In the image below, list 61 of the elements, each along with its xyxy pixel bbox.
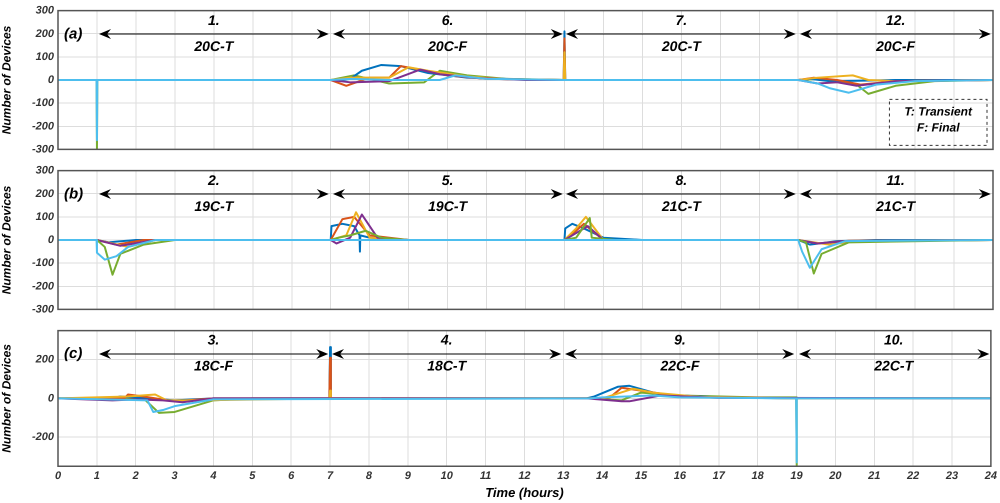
x-tick-label: 11 [480, 470, 492, 482]
x-tick-label: 10 [440, 470, 454, 482]
x-tick-label: 14 [596, 470, 608, 482]
x-tick-label: 12 [518, 470, 531, 482]
y-tick-label: 300 [36, 164, 55, 177]
x-tick-label: 16 [674, 470, 687, 482]
y-tick-label: -100 [32, 97, 55, 110]
x-tick-label: 24 [984, 470, 998, 482]
x-tick-label: 15 [634, 470, 648, 482]
annotation: 3. 18C-F [194, 332, 234, 374]
y-tick-label: 0 [48, 74, 55, 86]
y-tick-label: 0 [48, 234, 55, 246]
x-tick-label: 5 [249, 470, 256, 482]
y-tick-label: 200 [34, 188, 55, 200]
y-axis-title: Number of Devices [0, 185, 14, 294]
y-tick-label: 0 [48, 392, 55, 404]
x-tick-label: 9 [404, 470, 412, 482]
annotation: (c) [64, 344, 82, 362]
y-tick-label: 200 [34, 28, 55, 40]
x-tick-label: 17 [712, 470, 726, 482]
x-tick-label: 4 [209, 470, 217, 482]
annotation: 7. 20C-T [660, 12, 702, 54]
annotation: (a) [64, 25, 82, 42]
annotation: 4. 18C-T [427, 332, 468, 374]
y-tick-label: -100 [32, 257, 55, 270]
x-tick-label: 2 [132, 470, 139, 482]
y-tick-label: 200 [34, 354, 55, 366]
y-tick-label: -200 [32, 280, 55, 292]
x-tick-label: 18 [752, 470, 765, 482]
y-tick-label: -300 [32, 143, 55, 156]
x-tick-label: 13 [557, 470, 570, 482]
annotation: 11. 21C-T [875, 172, 916, 214]
annotation: 9. 22C-F [659, 332, 700, 374]
y-tick-label: -200 [32, 120, 55, 132]
annotation: T: Transient F: Final [904, 104, 973, 135]
y-axis-title: Number of Devices [0, 25, 14, 134]
x-tick-label: 1 [94, 470, 100, 482]
annotation: 10. 22C-T [873, 332, 915, 374]
annotation: 8. 21C-T [660, 172, 702, 214]
x-tick-label: 21 [867, 470, 880, 482]
x-tick-label: 22 [906, 470, 920, 482]
x-axis-title: Time (hours) [485, 484, 564, 500]
y-tick-label: -300 [32, 303, 55, 316]
annotation: 12. 20C-F [875, 12, 916, 54]
x-tick-label: 8 [366, 470, 373, 482]
x-tick-label: 6 [288, 470, 296, 482]
x-tick-label: 20 [828, 470, 842, 482]
y-tick-label: -200 [32, 431, 55, 444]
y-axis-title: Number of Devices [0, 344, 14, 453]
annotation: 6. 20C-F [427, 12, 468, 54]
annotation: 5. 19C-T [428, 172, 468, 214]
annotation: 1. 20C-T [193, 12, 235, 54]
x-tick-label: 7 [327, 470, 334, 482]
y-tick-label: 100 [36, 210, 55, 223]
annotation: 2. 19C-T [194, 172, 235, 214]
y-tick-label: 100 [36, 50, 55, 63]
annotation: (b) [64, 185, 84, 202]
x-tick-label: 19 [790, 470, 804, 482]
x-tick-label: 23 [944, 470, 958, 482]
x-tick-label: 3 [172, 470, 178, 482]
y-tick-label: 300 [36, 4, 55, 17]
